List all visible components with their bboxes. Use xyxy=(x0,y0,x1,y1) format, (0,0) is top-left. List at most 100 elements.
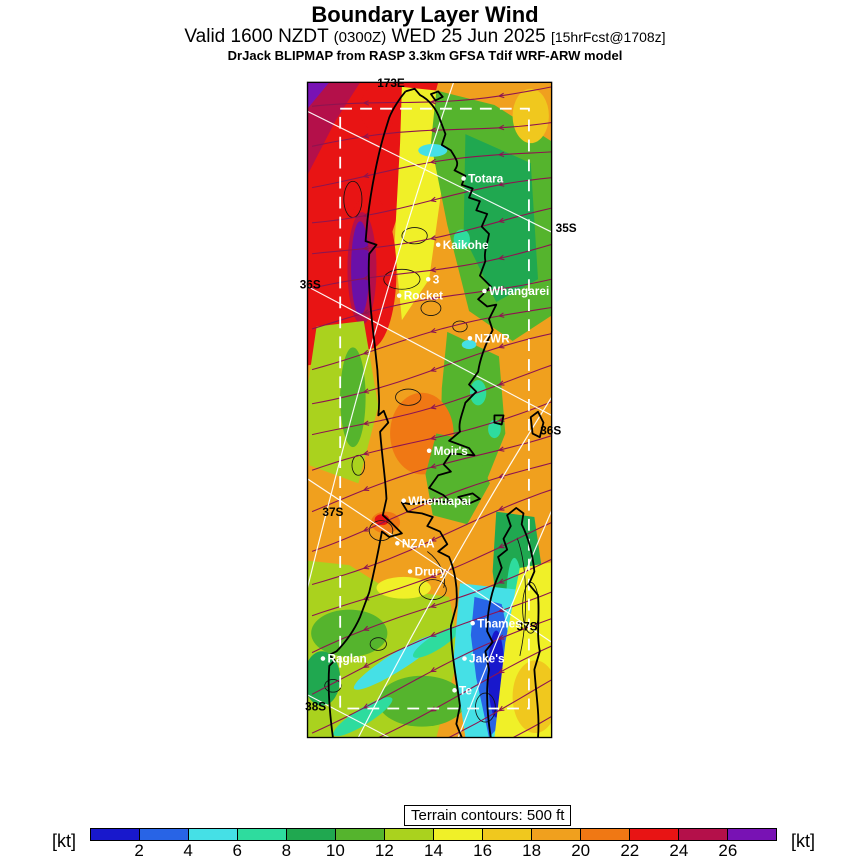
site-marker xyxy=(320,656,326,661)
streamline-arrowhead xyxy=(498,578,504,584)
site-label: Raglan xyxy=(327,653,366,666)
colorbar-segment xyxy=(580,829,629,840)
colorbar-segment xyxy=(139,829,188,840)
graticule-label: 37S xyxy=(322,506,343,519)
site-label: Drury xyxy=(415,566,447,579)
valid-time: Valid 1600 NZDT xyxy=(184,26,329,47)
streamline-arrowhead xyxy=(363,625,368,631)
streamline-arrowhead xyxy=(363,485,368,491)
site-label: 3 xyxy=(433,273,440,286)
streamline-arrowhead xyxy=(498,312,504,317)
site-label: Jake's xyxy=(469,653,505,666)
streamline-arrowhead xyxy=(498,184,505,187)
streamline-arrowhead xyxy=(498,151,505,156)
colorbar-unit-right: [kt] xyxy=(791,831,816,851)
site-label: Totara xyxy=(468,173,504,186)
streamline-arrowhead xyxy=(430,407,437,410)
streamline-arrowhead xyxy=(498,505,504,511)
site-label: Whenuapai xyxy=(408,495,471,508)
streamline-arrowhead xyxy=(430,667,435,672)
colorbar-unit-left: [kt] xyxy=(52,831,77,851)
site-labels-layer: Totara Kaikohe 3 Rocket Whangarei NZWR Moir's W… xyxy=(320,173,549,697)
streamline-arrowhead xyxy=(498,449,505,452)
colorbar-ticks: 2 4 6 8 10 12 14 16 18 20 22 24 26 xyxy=(90,841,777,860)
streamline-arrowhead xyxy=(430,536,435,542)
streamline-arrowhead xyxy=(363,349,369,355)
streamline-arrowhead xyxy=(498,221,505,223)
site-marker xyxy=(452,688,457,693)
site-marker xyxy=(395,541,400,546)
streamline-arrowhead xyxy=(363,133,369,138)
streamline-arrowhead xyxy=(498,543,503,549)
terrain-contours-note: Terrain contours: 500 ft xyxy=(404,805,572,826)
streamline-arrowhead xyxy=(363,388,369,393)
streamline-arrowhead xyxy=(363,564,369,569)
graticule-label: 35S xyxy=(556,222,577,235)
streamline-arrowhead xyxy=(430,158,436,163)
streamline-arrowhead xyxy=(498,315,505,318)
streamline-arrowhead xyxy=(498,92,504,97)
streamline-arrowhead xyxy=(363,526,368,532)
site-marker xyxy=(396,293,402,298)
streamline-arrowhead xyxy=(363,172,369,177)
graticule-label: 36S xyxy=(300,278,321,291)
streamline-arrowhead xyxy=(430,602,436,608)
site-label: Rocket xyxy=(404,290,443,303)
colorbar-segment xyxy=(188,829,237,840)
streamline-arrowhead xyxy=(498,446,504,451)
site-label: Moir's xyxy=(434,445,469,458)
streamline-arrowhead xyxy=(430,366,436,372)
map-border xyxy=(306,81,553,739)
graticule-label: 37S xyxy=(517,620,538,633)
streamline-arrowhead xyxy=(430,129,437,133)
colorbar-tick-label: 14 xyxy=(424,841,443,860)
streamline-arrowhead xyxy=(498,124,505,129)
site-label: NZWR xyxy=(474,332,510,345)
streamline-arrowhead xyxy=(430,434,436,440)
streamline-arrowhead xyxy=(363,353,370,355)
streamline-arrowhead xyxy=(364,740,368,744)
streamline-arrowhead xyxy=(363,423,370,426)
colorbar-tick-label: 26 xyxy=(718,841,738,860)
streamline-arrowhead xyxy=(498,288,505,292)
streamline-arrowhead xyxy=(430,572,436,578)
colorbar-segment xyxy=(678,829,727,840)
site-marker xyxy=(407,569,413,574)
streamline-arrowhead xyxy=(498,473,504,478)
streamline-arrowhead xyxy=(364,771,368,775)
valid-date: WED 25 Jun 2025 xyxy=(391,26,546,47)
streamline-arrowhead xyxy=(430,267,436,271)
site-label: Whangarei xyxy=(489,285,549,298)
streamline-arrowhead xyxy=(430,631,436,637)
site-marker xyxy=(470,620,475,626)
valid-time-zulu: (0300Z) xyxy=(333,29,387,46)
colorbar-tick-label: 4 xyxy=(183,841,193,860)
streamline-arrowhead xyxy=(364,802,367,806)
streamline-arrowhead xyxy=(430,298,437,301)
streamline-arrowhead xyxy=(498,343,504,348)
streamline-arrowhead xyxy=(498,254,504,260)
streamline-arrowhead xyxy=(430,200,437,203)
streamline-arrowhead xyxy=(363,703,368,709)
streamline-arrowhead xyxy=(498,285,504,290)
site-marker xyxy=(467,335,473,341)
colorbar-segment xyxy=(727,829,776,840)
streamline-arrowhead xyxy=(431,771,435,775)
colorbar-tick-label: 24 xyxy=(669,841,689,860)
colorbar-tick-label: 16 xyxy=(473,841,493,860)
site-label: Te xyxy=(459,684,472,697)
colorbar-segment xyxy=(384,829,433,840)
streamline-arrowhead xyxy=(430,269,437,273)
colorbar-tick-label: 12 xyxy=(374,841,394,860)
streamline-arrowhead xyxy=(430,196,436,202)
streamlines-layer xyxy=(311,86,552,806)
colorbar-tick-label: 8 xyxy=(281,841,292,860)
streamline-arrowhead xyxy=(498,346,505,349)
streamline-arrowhead xyxy=(498,127,505,131)
streamline-arrowhead xyxy=(498,95,505,99)
colorbar-segment xyxy=(433,829,482,840)
site-label: NZAA xyxy=(402,537,435,550)
site-marker xyxy=(401,498,406,503)
model-info-line: DrJack BLIPMAP from RASP 3.3km GFSA Tdif… xyxy=(227,48,623,63)
streamline-arrowhead xyxy=(430,438,437,441)
